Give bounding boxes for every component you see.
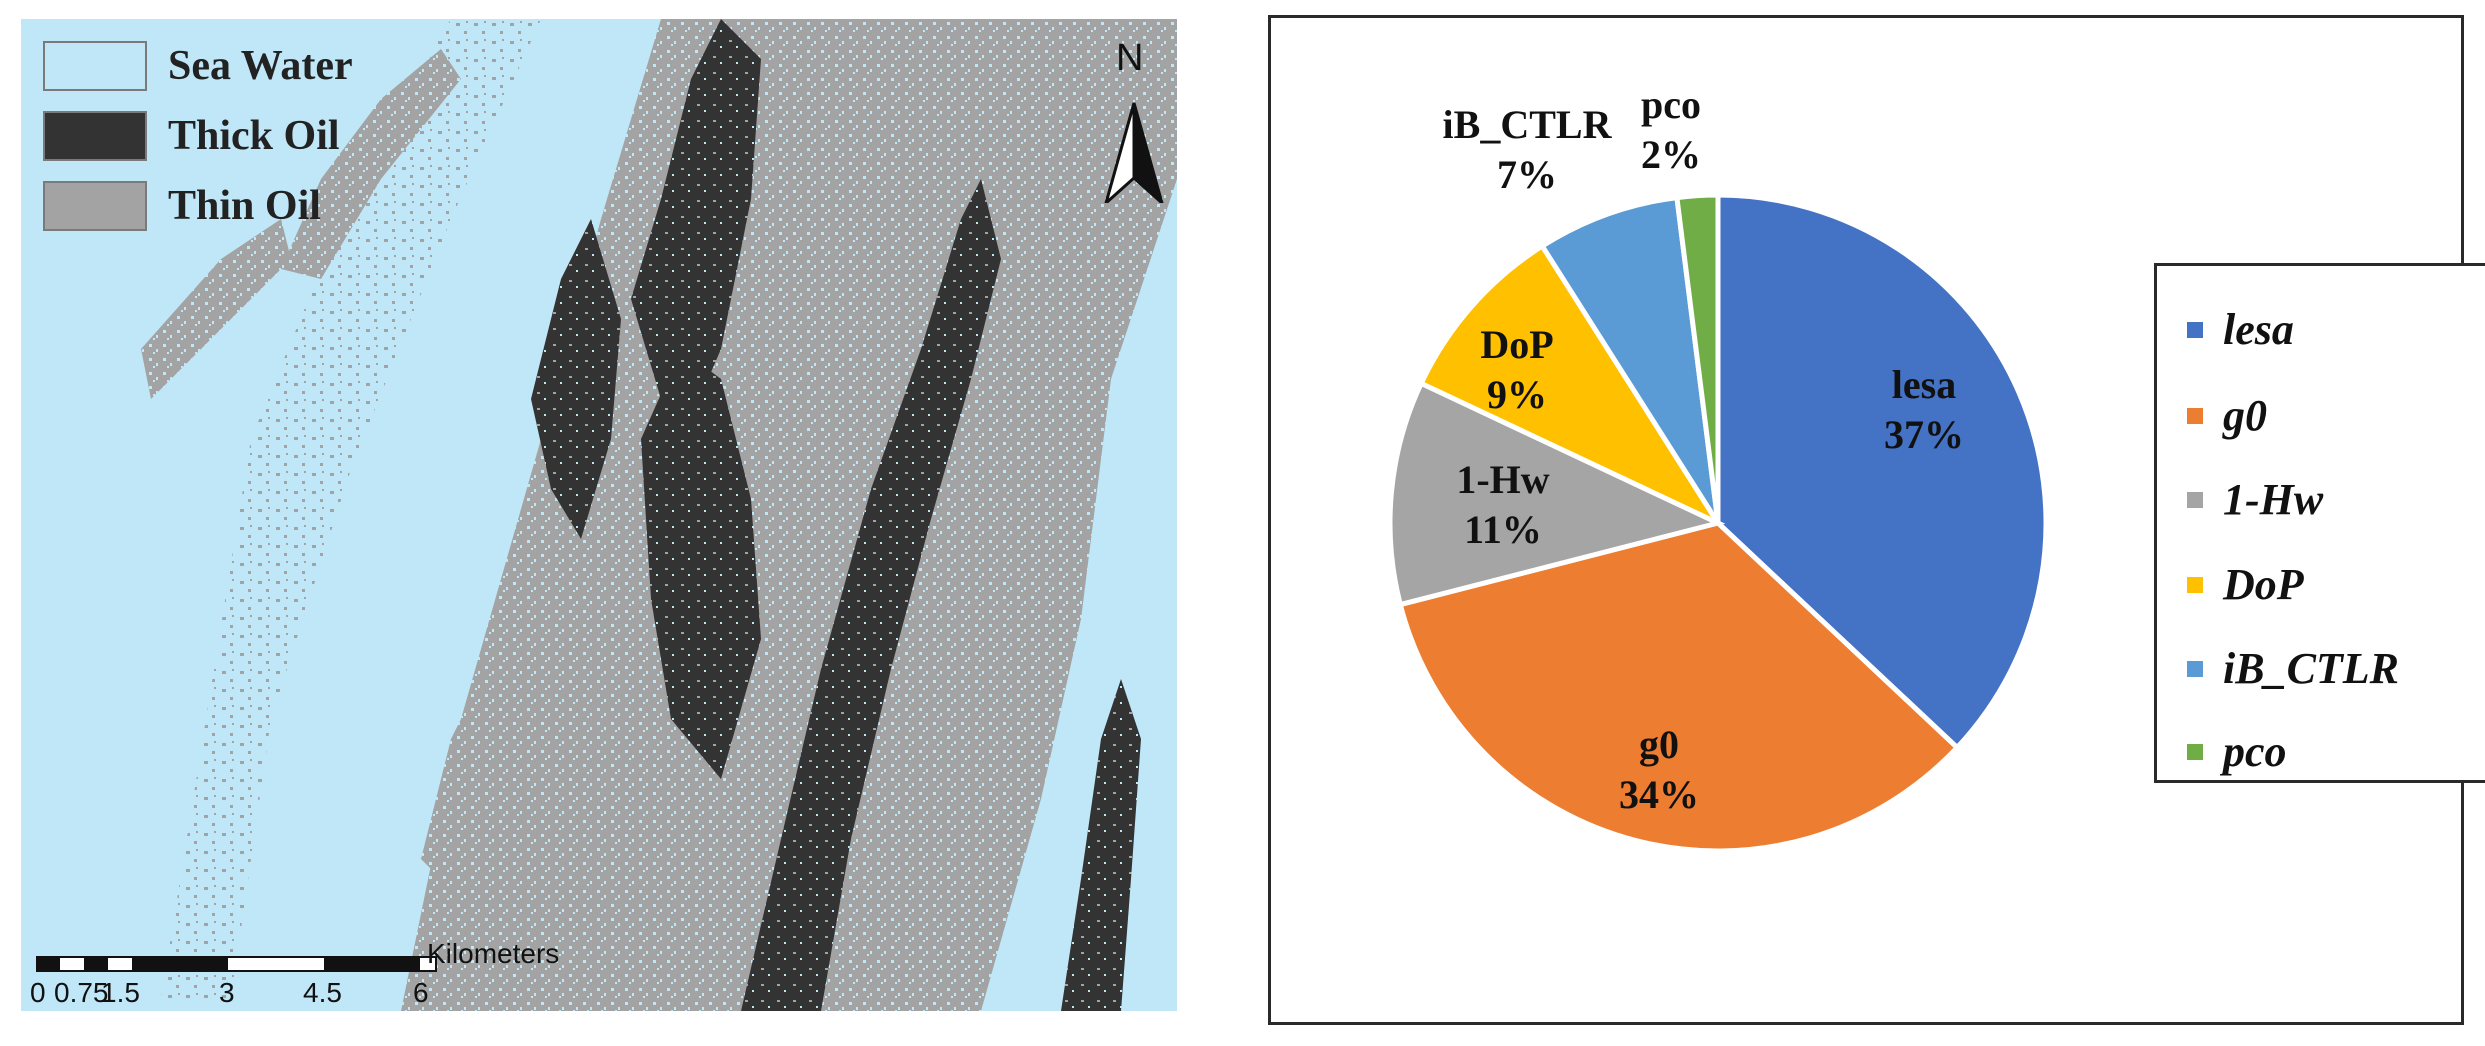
legend-item-pco: pco xyxy=(2157,710,2485,796)
slice-percent-label: 9% xyxy=(1487,372,1547,417)
legend-marker xyxy=(2187,322,2203,338)
legend-marker xyxy=(2187,661,2203,677)
scale-tick-label: 0.75 xyxy=(54,977,109,1008)
scale-tick-label: 0 xyxy=(30,977,46,1008)
pie-slice-lesa xyxy=(1715,192,2049,752)
legend-marker xyxy=(2187,577,2203,593)
scale-bar xyxy=(36,956,437,972)
legend-item-g0: g0 xyxy=(2157,374,2485,460)
pie-chart: lesa 37% g0 34% 1-Hw 11% DoP 9% iB_CTLR 7% pco 2% xyxy=(1387,82,2049,854)
scale-tick-label: 1.5 xyxy=(101,977,140,1008)
legend-label: iB_CTLR xyxy=(2223,644,2400,693)
slice-percent-label: 2% xyxy=(1641,132,1701,177)
slice-percent-label: 11% xyxy=(1464,507,1542,552)
slice-name-label: iB_CTLR xyxy=(1443,102,1613,147)
pie-slice-pco xyxy=(1674,192,1721,524)
slice-name-label: pco xyxy=(1641,82,1701,127)
legend-marker xyxy=(2187,744,2203,760)
slice-name-label: DoP xyxy=(1480,322,1553,367)
legend-item-lesa: lesa xyxy=(2157,288,2485,374)
legend-marker xyxy=(2187,492,2203,508)
thin-oil-swatch xyxy=(43,181,147,231)
oil-spill-map: Sea Water Thick Oil Thin Oil N Kilometer… xyxy=(21,19,1177,1011)
classified-map-image xyxy=(141,19,1177,1011)
pie-slice-dop xyxy=(1417,242,1725,529)
legend-label: Thick Oil xyxy=(168,113,340,159)
north-arrow-icon xyxy=(1104,102,1164,203)
legend-label: lesa xyxy=(2223,305,2294,354)
pie-slice-g0 xyxy=(1397,520,1961,854)
thick-oil-swatch xyxy=(43,111,147,161)
pie-slice-ib-ctlr xyxy=(1538,194,1721,525)
legend-item-ib-ctlr: iB_CTLR xyxy=(2157,627,2485,713)
legend-label: pco xyxy=(2223,727,2287,776)
legend-marker xyxy=(2187,408,2203,424)
slice-percent-label: 37% xyxy=(1884,412,1964,457)
north-label: N xyxy=(1116,37,1144,79)
chart-legend: lesa g0 1-Hw DoP iB_CTLR pco xyxy=(2154,263,2485,783)
legend-item-dop: DoP xyxy=(2157,543,2485,629)
scale-unit-label: Kilometers xyxy=(427,938,560,969)
legend-label: Sea Water xyxy=(168,43,353,89)
slice-percent-label: 7% xyxy=(1497,152,1557,197)
legend-label: 1-Hw xyxy=(2223,475,2324,524)
legend-label: DoP xyxy=(2223,560,2304,609)
slice-percent-label: 34% xyxy=(1619,772,1699,817)
slice-name-label: 1-Hw xyxy=(1456,457,1549,502)
scale-tick-label: 6 xyxy=(413,977,429,1008)
sea-water-swatch xyxy=(43,41,147,91)
legend-label: g0 xyxy=(2223,391,2267,440)
slice-name-label: g0 xyxy=(1639,722,1679,767)
legend-item-1-hw: 1-Hw xyxy=(2157,458,2485,544)
pie-chart-panel: lesa 37% g0 34% 1-Hw 11% DoP 9% iB_CTLR 7% pco 2% l… xyxy=(1268,15,2485,1025)
legend-label: Thin Oil xyxy=(168,183,321,229)
scale-tick-label: 3 xyxy=(219,977,235,1008)
pie-slice-1-hw xyxy=(1387,380,1726,608)
scale-tick-label: 4.5 xyxy=(303,977,342,1008)
slice-name-label: lesa xyxy=(1892,362,1956,407)
